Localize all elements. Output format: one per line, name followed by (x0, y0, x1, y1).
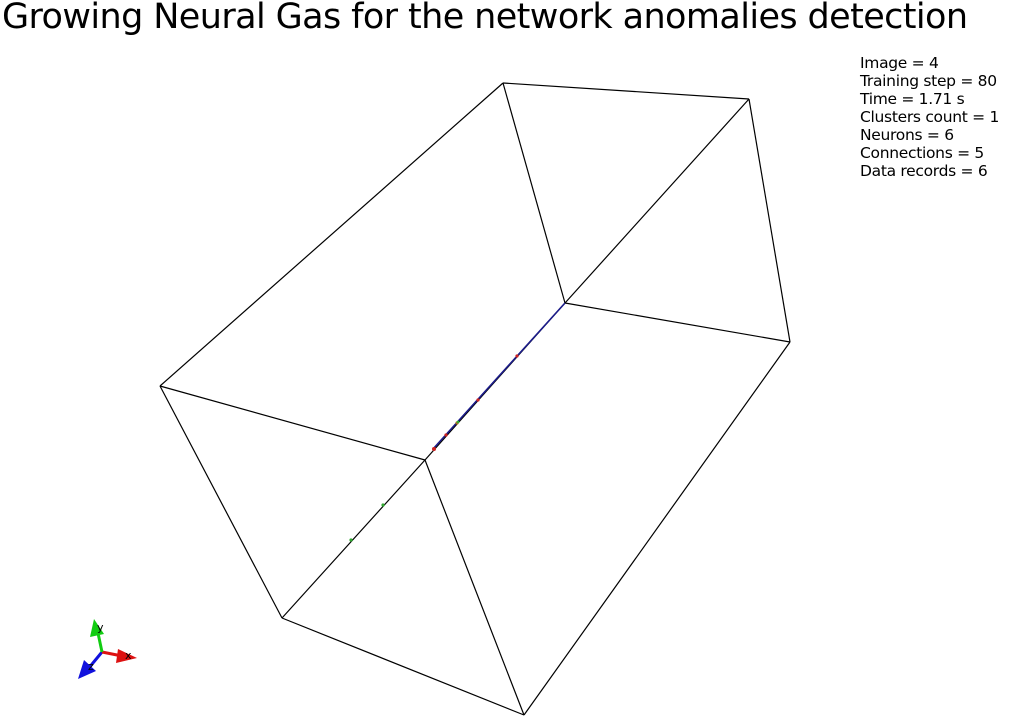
axis-y-shaft (96, 632, 104, 653)
stat-connections: Connections = 5 (860, 144, 984, 162)
box-edge (502, 82, 566, 304)
stat-training-step: Training step = 80 (860, 72, 997, 90)
stat-clusters-count: Clusters count = 1 (860, 108, 1000, 126)
neuron (476, 398, 480, 402)
box-edge (502, 82, 750, 100)
axis-x-arrowhead (116, 649, 137, 663)
box-edge (281, 617, 525, 716)
axis-z-arrowhead (78, 660, 96, 679)
neuron (432, 447, 436, 451)
data-record (381, 503, 385, 507)
gng-network (349, 302, 566, 542)
box-edge (159, 82, 504, 387)
box-edge (159, 385, 283, 619)
data-record (349, 538, 353, 542)
box-edge (424, 459, 525, 716)
stat-neurons: Neurons = 6 (860, 126, 954, 144)
box-edge (748, 98, 791, 343)
neuron (515, 354, 519, 358)
stats-panel: Image = 4 Training step = 80 Time = 1.71… (860, 54, 999, 180)
axis-y-label: y (97, 621, 104, 634)
bounding-box-wireframe (159, 82, 791, 716)
box-edge (159, 385, 426, 461)
box-edge (281, 459, 426, 619)
box-edge (564, 302, 791, 343)
axis-z-label: z (88, 660, 94, 673)
box-edge (564, 98, 750, 304)
box-edge (523, 341, 791, 716)
stat-data-records: Data records = 6 (860, 162, 988, 180)
data-record (456, 420, 460, 424)
axis-x-label: x (125, 649, 132, 662)
stat-time: Time = 1.71 s (860, 90, 965, 108)
gng-connection (432, 302, 566, 450)
scene-title: Growing Neural Gas for the network anoma… (2, 0, 968, 37)
axis-y-arrowhead (90, 619, 104, 637)
stat-image: Image = 4 (860, 54, 939, 72)
neuron (444, 433, 448, 437)
orientation-axes-widget[interactable]: y x z (78, 619, 137, 679)
